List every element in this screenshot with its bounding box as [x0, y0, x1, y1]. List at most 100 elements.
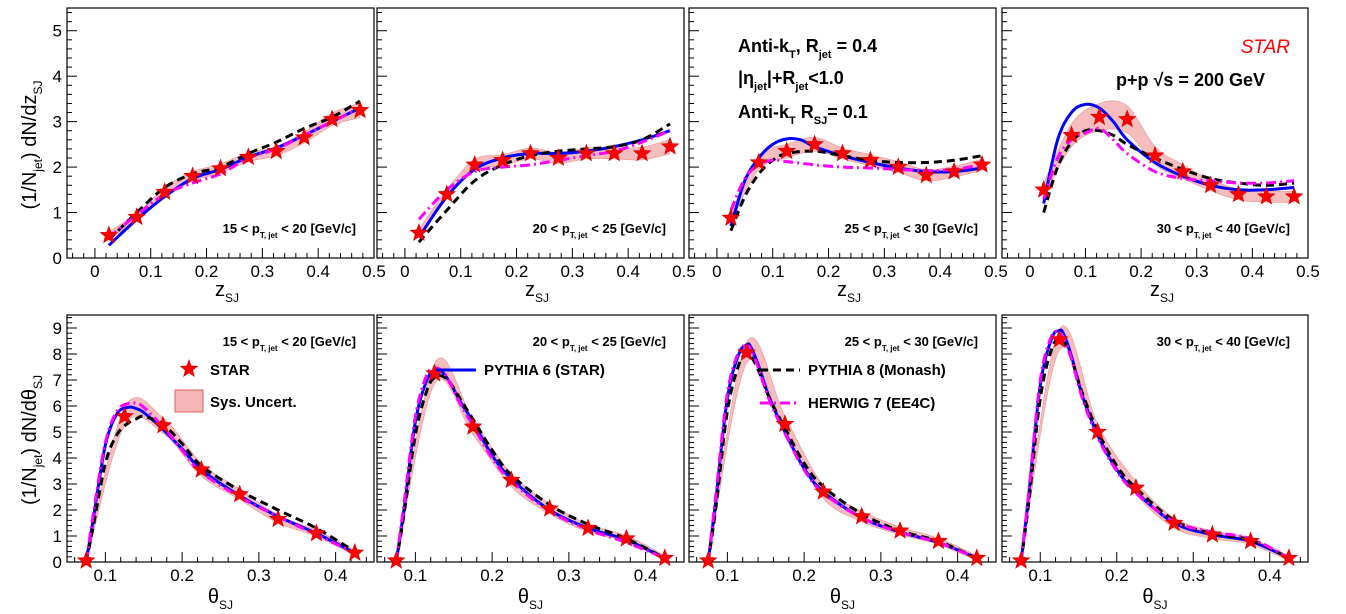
x-tick-label: 0: [712, 262, 721, 281]
pt-bin-label: 20 < pT, jet < 25 [GeV/c]: [533, 334, 666, 353]
anno2-c: <1.0: [808, 68, 844, 88]
legend-sys-label: Sys. Uncert.: [210, 394, 297, 411]
x-tick-label: 0.4: [1241, 262, 1265, 281]
x-tick-label: 0.1: [761, 262, 785, 281]
x-axis-title-sub: SJ: [535, 291, 549, 305]
star-data-point: [437, 184, 457, 203]
star-data-point: [1202, 524, 1222, 543]
x-axis-title-sub: SJ: [219, 598, 233, 612]
y-tick-label: 0: [53, 553, 62, 572]
star-data-point: [814, 481, 833, 500]
pt-bin-label: 20 < pT, jet < 25 [GeV/c]: [533, 221, 666, 240]
top-ylabel-rest: ) dN/dz: [19, 95, 41, 159]
legend-sys-box: [174, 389, 204, 413]
x-axis-title-main: z: [215, 279, 225, 301]
x-tick-label: 0: [90, 262, 99, 281]
anno1-sub: T: [789, 49, 796, 61]
star-data-point: [737, 342, 756, 361]
herwig-curve: [729, 158, 983, 211]
x-tick-label: 0.5: [984, 262, 1008, 281]
star-data-point: [632, 143, 652, 162]
star-data-point: [1117, 109, 1137, 128]
x-tick-label: 0.2: [1105, 566, 1129, 585]
x-tick-label: 0.3: [251, 262, 275, 281]
x-tick-label: 0.1: [404, 566, 428, 585]
anno3-b: R: [796, 102, 814, 122]
star-data-point: [576, 143, 596, 162]
y-tick-label: 1: [53, 204, 62, 223]
collision-label: p+p √s = 200 GeV: [1116, 70, 1265, 90]
star-data-point: [1173, 161, 1193, 180]
star-data-point: [294, 127, 314, 146]
star-data-point: [833, 143, 852, 162]
star-data-point: [721, 208, 741, 226]
herwig-curve: [417, 129, 671, 221]
star-data-point: [604, 143, 624, 162]
star-data-point: [238, 147, 258, 166]
star-data-point: [155, 182, 174, 201]
x-tick-label: 0.1: [1074, 262, 1098, 281]
x-tick-label: 0.2: [480, 566, 504, 585]
pt-bin-label: 15 < pT, jet < 20 [GeV/c]: [223, 221, 356, 240]
x-axis-title-main: z: [525, 279, 535, 301]
panel-frame: [66, 314, 375, 563]
jet-def-line3: Anti-kT RSJ= 0.1: [738, 102, 868, 127]
x-tick-label: 0.4: [634, 566, 658, 585]
star-data-point: [548, 148, 568, 166]
herwig-curve: [84, 401, 356, 562]
y-tick-label: 4: [53, 67, 62, 86]
star-data-point: [1126, 478, 1146, 496]
x-tick-label: 0.2: [817, 262, 841, 281]
jet-def-line2: |ηjet|+Rjet<1.0: [738, 68, 844, 93]
y-tick-label: 5: [53, 22, 62, 41]
star-data-point: [777, 141, 796, 160]
x-tick-label: 0.2: [505, 262, 529, 281]
pt-bin-hi: < 40 [GeV/c]: [1212, 334, 1290, 349]
x-tick-label: 0.4: [928, 262, 952, 281]
y-tick-label: 5: [53, 423, 62, 442]
x-axis-title: θSJ: [208, 586, 233, 612]
pt-bin-sub: T, jet: [1194, 344, 1212, 353]
anno1-sub2: jet: [818, 49, 832, 61]
star-data-point: [890, 520, 910, 539]
y-tick-label: 0: [53, 249, 62, 268]
pt-bin-hi: < 25 [GeV/c]: [588, 334, 666, 349]
pt-bin-lo: 25 < p: [845, 221, 882, 236]
pt-bin-sub: T, jet: [570, 344, 588, 353]
legend-pythia6-label: PYTHIA 6 (STAR): [484, 362, 605, 379]
x-tick-label: 0.1: [139, 262, 163, 281]
star-data-point: [852, 506, 871, 525]
star-data-point: [322, 109, 342, 128]
bottom-ylabel-rest: ) dN/dθ: [19, 389, 41, 455]
x-tick-label: 0: [400, 262, 409, 281]
herwig-curve: [107, 106, 361, 239]
y-tick-label: 1: [53, 527, 62, 546]
x-tick-label: 0.5: [672, 262, 696, 281]
star-data-point: [1088, 422, 1108, 440]
x-axis-title-sub: SJ: [1154, 598, 1168, 612]
top-ylabel: (1/Njet) dN/dzSJ: [19, 81, 45, 210]
top-ylabel-main: (1/N: [19, 172, 41, 210]
x-tick-label: 0.1: [1028, 566, 1052, 585]
star-data-point: [1034, 179, 1054, 198]
legend-star-label: STAR: [210, 362, 250, 379]
y-tick-label: 2: [53, 158, 62, 177]
legend-pythia8-label: PYTHIA 8 (Monash): [808, 362, 946, 379]
pt-bin-hi: < 20 [GeV/c]: [278, 221, 356, 236]
y-tick-label: 8: [53, 345, 62, 364]
star-data-point: [502, 470, 521, 489]
plot-area: [417, 122, 671, 244]
x-axis-title: zSJ: [525, 279, 549, 305]
top-ylabel-sub2: SJ: [31, 81, 45, 95]
x-axis-title: θSJ: [1142, 586, 1167, 612]
pt-bin-sub: T, jet: [1194, 231, 1212, 240]
star-data-point: [805, 134, 825, 153]
bottom-ylabel-main: (1/N: [19, 467, 41, 505]
star-data-point: [944, 161, 964, 180]
x-axis-title-sub: SJ: [225, 291, 239, 305]
x-tick-label: 0.4: [306, 262, 330, 281]
star-data-point: [1256, 186, 1276, 205]
x-tick-label: 0.3: [247, 566, 271, 585]
x-tick-label: 0.3: [557, 566, 581, 585]
anno3-sub2: SJ: [814, 115, 827, 127]
